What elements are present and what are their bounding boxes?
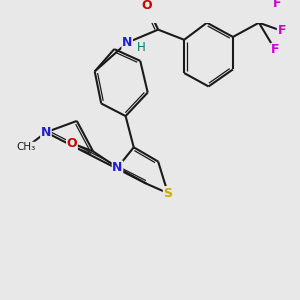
Text: O: O	[141, 0, 152, 12]
Text: N: N	[122, 36, 132, 49]
Text: F: F	[271, 44, 280, 56]
Text: S: S	[164, 187, 172, 200]
Text: F: F	[273, 0, 281, 10]
Text: N: N	[112, 161, 123, 174]
Text: CH₃: CH₃	[17, 142, 36, 152]
Text: N: N	[41, 126, 51, 139]
Text: H: H	[137, 41, 146, 54]
Text: F: F	[278, 24, 286, 37]
Text: O: O	[67, 137, 77, 150]
